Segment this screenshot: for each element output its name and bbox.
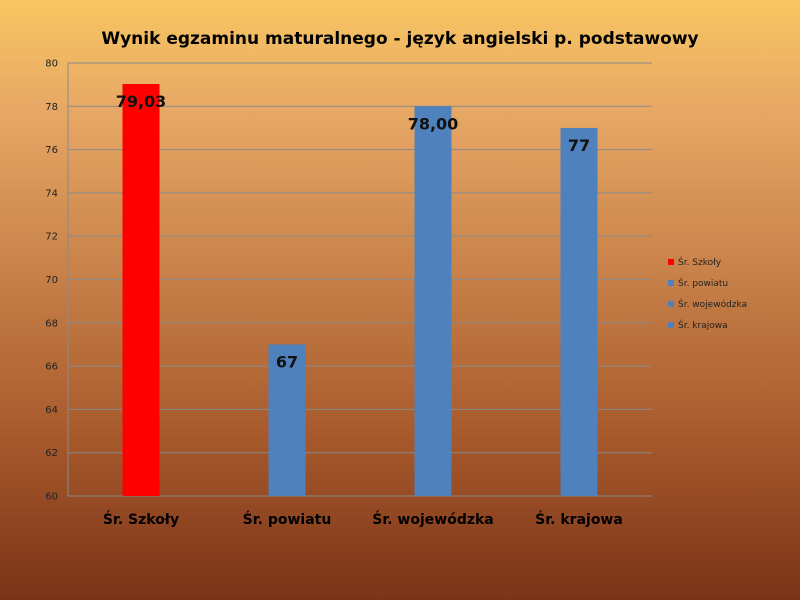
bar [414, 106, 452, 497]
bar [560, 127, 598, 496]
y-tick-label: 68 [45, 318, 58, 329]
x-tick-label: Śr. powiatu [243, 510, 332, 528]
y-tick-label: 72 [45, 232, 58, 243]
grid-lines [68, 62, 652, 497]
x-tick-label: Śr. wojewódzka [372, 510, 494, 528]
legend: Śr. Szkoły Śr. powiatu Śr. wojewódzka Śr. k… [668, 256, 747, 331]
chart-title: Wynik egzaminu maturalnego - język angie… [101, 29, 698, 49]
y-axis: 60 62 64 66 68 70 72 74 76 78 80 [45, 59, 69, 503]
data-label: 79,03 [116, 92, 167, 111]
legend-swatch [668, 322, 674, 328]
y-tick-label: 60 [45, 492, 58, 503]
x-tick-label: Śr. krajowa [535, 510, 623, 528]
legend-label: Śr. wojewódzka [678, 298, 747, 310]
y-tick-label: 64 [45, 405, 58, 416]
data-label: 77 [568, 136, 590, 155]
legend-label: Śr. Szkoły [678, 256, 722, 268]
y-tick-label: 66 [45, 362, 58, 373]
legend-swatch [668, 280, 674, 286]
y-tick-label: 80 [45, 59, 58, 70]
y-tick-label: 62 [45, 448, 58, 459]
bars: 79,03 67 78,00 77 [116, 84, 598, 497]
y-tick-label: 76 [45, 145, 58, 156]
bar [122, 84, 160, 497]
y-tick-label: 78 [45, 102, 58, 113]
legend-label: Śr. krajowa [678, 319, 728, 331]
y-tick-label: 70 [45, 275, 58, 286]
x-tick-label: Śr. Szkoły [103, 510, 179, 528]
legend-swatch [668, 259, 674, 265]
data-label: 78,00 [408, 114, 459, 133]
legend-swatch [668, 301, 674, 307]
legend-label: Śr. powiatu [678, 277, 728, 289]
bar [268, 344, 306, 496]
data-label: 67 [276, 352, 298, 371]
x-axis: Śr. Szkoły Śr. powiatu Śr. wojewódzka Śr. k… [103, 510, 623, 528]
y-tick-label: 74 [45, 188, 58, 199]
